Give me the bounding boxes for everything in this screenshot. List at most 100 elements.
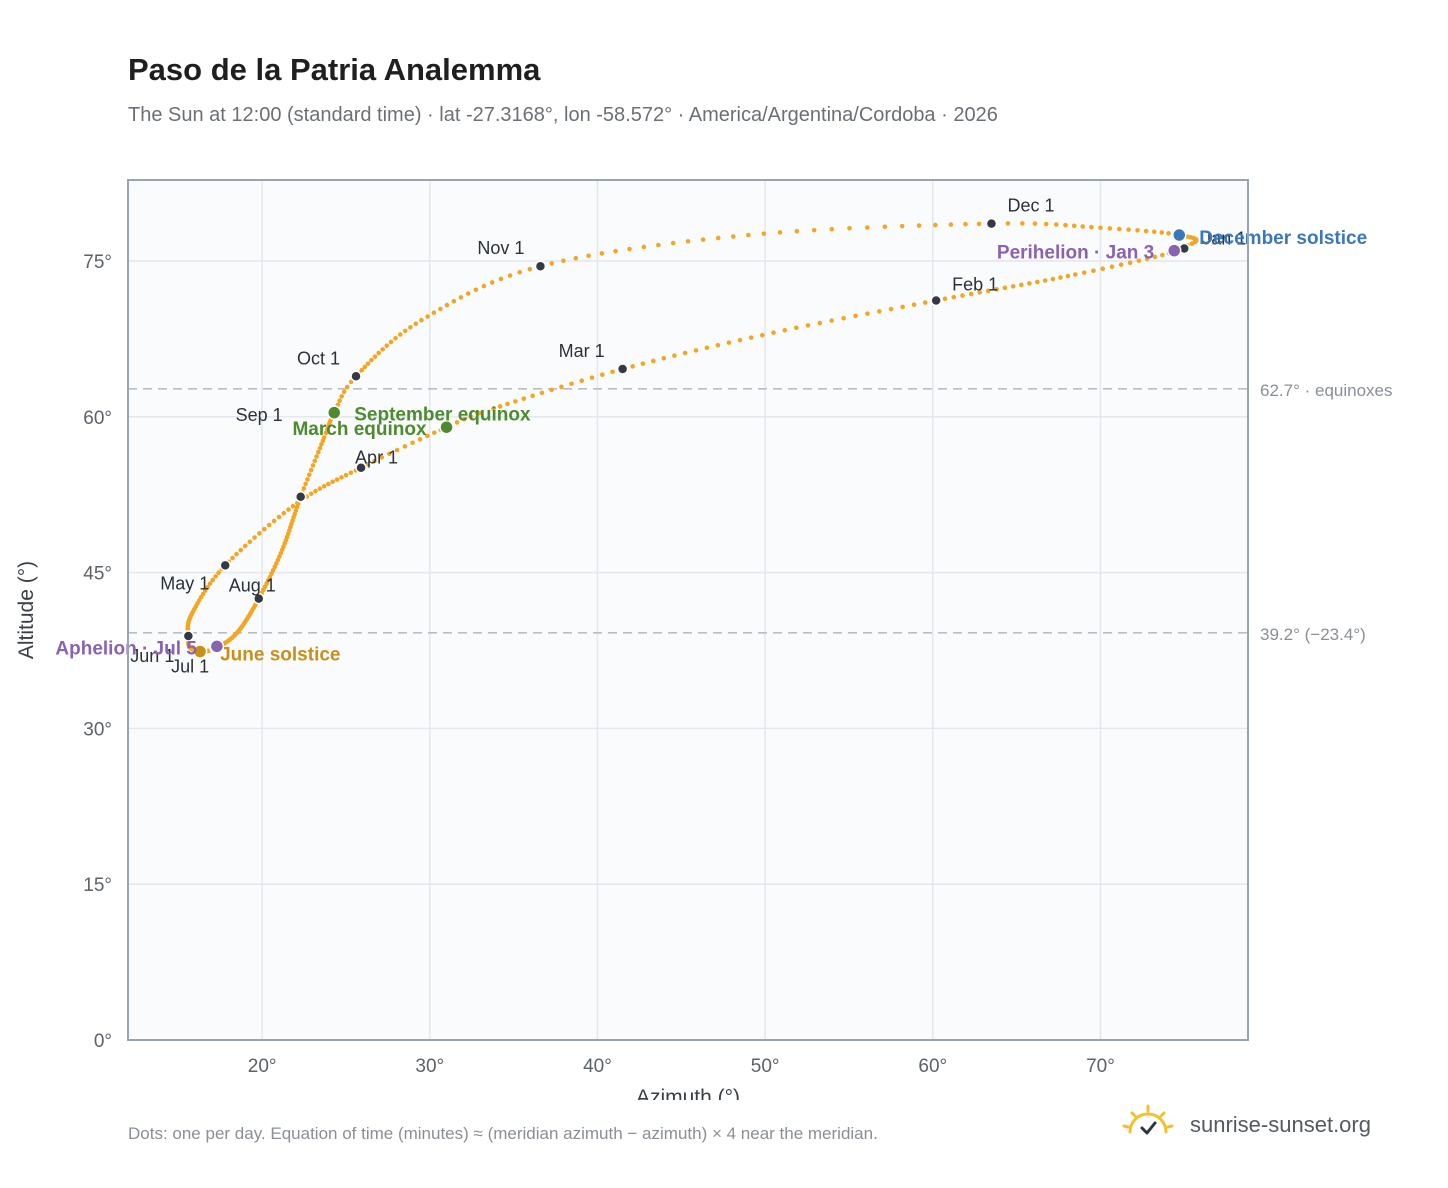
daily-sun-dot	[1189, 241, 1195, 246]
daily-sun-dot	[1144, 256, 1150, 262]
daily-sun-dot	[670, 240, 676, 246]
month-marker-label: Jun 1	[130, 646, 174, 666]
daily-sun-dot	[1065, 273, 1071, 279]
x-tick-label: 40°	[583, 1056, 612, 1077]
daily-sun-dot	[252, 535, 257, 540]
daily-sun-dot	[410, 440, 415, 446]
daily-sun-dot	[1118, 262, 1124, 268]
daily-sun-dot	[1050, 276, 1056, 282]
daily-sun-dot	[481, 283, 487, 289]
daily-sun-dot	[305, 477, 310, 482]
daily-sun-dot	[271, 518, 277, 524]
y-axis-label: Altitude (°)	[15, 561, 38, 659]
daily-sun-dot	[312, 458, 318, 464]
daily-sun-dot	[1126, 227, 1131, 232]
daily-sun-dot	[301, 486, 307, 491]
daily-sun-dot	[600, 372, 605, 377]
daily-sun-dot	[1152, 254, 1158, 260]
daily-sun-dot	[438, 306, 443, 312]
daily-sun-dot	[372, 354, 378, 359]
daily-sun-dot	[994, 287, 999, 292]
daily-sun-dot	[573, 255, 579, 261]
daily-sun-dot	[1032, 221, 1038, 226]
daily-sun-dot	[527, 266, 533, 272]
daily-sun-dot	[569, 381, 574, 387]
event-marker	[439, 419, 454, 435]
event-marker	[1172, 227, 1187, 243]
daily-sun-dot	[319, 441, 324, 447]
daily-sun-dot	[286, 507, 291, 512]
daily-sun-dot	[730, 234, 736, 239]
daily-sun-dot	[216, 570, 221, 576]
daily-sun-dot	[234, 551, 239, 557]
daily-sun-dot	[266, 522, 272, 528]
daily-sun-dot	[1010, 284, 1016, 289]
axis-ticks: 20° 30° 40° 50° 60° 70° 0° 15° 30° 45° 60° 75°	[83, 252, 1115, 1077]
brand[interactable]: sunrise-sunset.org	[1120, 1102, 1390, 1148]
daily-sun-dot	[630, 364, 635, 369]
daily-sun-dot	[561, 258, 566, 264]
daily-sun-dot	[911, 302, 917, 308]
daily-sun-dot	[865, 311, 870, 316]
daily-sun-dot	[1053, 222, 1059, 227]
daily-sun-dot	[272, 564, 278, 570]
daily-sun-dot	[746, 232, 751, 238]
daily-sun-dot	[864, 225, 870, 230]
daily-sun-dot	[640, 361, 646, 366]
daily-sun-dot	[1166, 231, 1171, 236]
daily-sun-dot	[362, 364, 368, 370]
daily-sun-dot	[627, 246, 632, 252]
chart-title: Paso de la Patria Analemma	[128, 52, 541, 87]
daily-sun-dot	[344, 384, 350, 390]
daily-sun-dot	[425, 314, 430, 319]
month-marker-label: Mar 1	[559, 341, 605, 361]
daily-sun-dot	[549, 261, 554, 266]
daily-sun-dot	[454, 420, 460, 425]
daily-sun-dot	[321, 483, 327, 489]
daily-sun-dot	[877, 309, 882, 314]
daily-sun-dot	[310, 463, 316, 468]
daily-sun-dot	[922, 300, 928, 305]
daily-sun-dot	[968, 291, 974, 297]
daily-sun-dot	[521, 396, 527, 401]
daily-sun-dot	[942, 296, 948, 302]
daily-sun-dot	[760, 332, 765, 338]
daily-sun-dot	[650, 358, 656, 364]
reference-lines: 62.7° · equinoxes 39.2° (−23.4°)	[128, 381, 1393, 644]
daily-sun-dot	[1042, 278, 1048, 283]
month-marker-label: Oct 1	[297, 348, 340, 368]
daily-sun-dot	[963, 221, 968, 227]
daily-sun-dot	[473, 287, 479, 293]
month-marker	[930, 294, 942, 307]
month-marker	[534, 260, 547, 272]
daily-sun-dot	[599, 251, 605, 256]
daily-sun-dot	[1020, 221, 1025, 226]
daily-sun-dot	[1063, 222, 1068, 228]
daily-sun-dot	[1005, 221, 1011, 226]
daily-sun-dot	[672, 353, 677, 358]
daily-sun-dot	[379, 455, 385, 460]
x-axis-label: Azimuth (°)	[636, 1086, 740, 1100]
daily-sun-dot	[777, 230, 783, 235]
daily-sun-dot	[394, 447, 400, 453]
sun-logo-icon	[1122, 1104, 1174, 1135]
daily-sun-dot	[700, 237, 706, 242]
daily-sun-dot	[579, 378, 585, 383]
daily-sun-dot	[900, 304, 905, 310]
daily-sun-dot	[1151, 229, 1157, 235]
month-marker-label: Dec 1	[1007, 196, 1054, 216]
daily-sun-dot	[323, 430, 329, 436]
daily-sun-dot	[330, 479, 335, 485]
daily-sun-dot	[303, 481, 308, 487]
daily-sun-dot	[847, 226, 852, 231]
daily-sun-dot	[1027, 281, 1032, 286]
daily-sun-dot	[341, 389, 347, 395]
daily-sun-dot	[1098, 225, 1103, 231]
daily-sun-dot	[372, 458, 377, 464]
daily-sun-dot	[916, 223, 922, 228]
daily-sun-dot	[985, 288, 991, 294]
daily-sun-dot	[339, 475, 344, 480]
month-marker-label: Aug 1	[229, 576, 276, 596]
daily-sun-dot	[726, 340, 732, 345]
